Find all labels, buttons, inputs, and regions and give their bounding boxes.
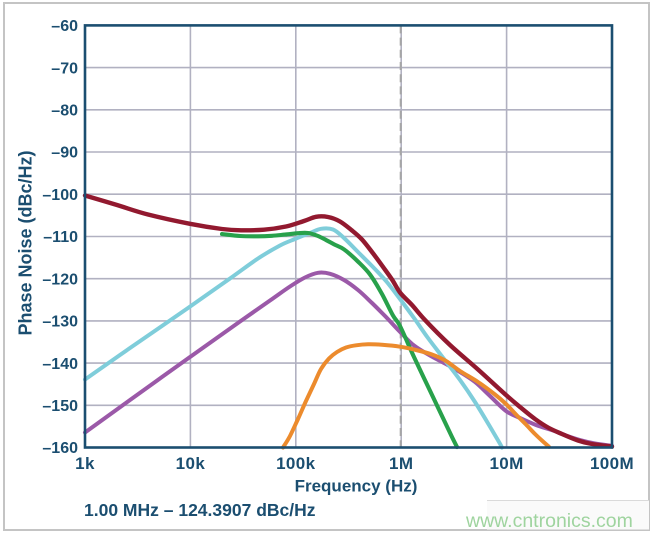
svg-text:1M: 1M	[389, 454, 413, 473]
svg-text:–110: –110	[43, 229, 78, 246]
svg-text:–140: –140	[42, 356, 78, 373]
svg-text:100k: 100k	[276, 454, 316, 473]
svg-text:10M: 10M	[489, 454, 523, 473]
svg-text:–60: –60	[51, 18, 78, 35]
svg-text:–130: –130	[42, 314, 78, 331]
svg-text:Phase Noise (dBc/Hz): Phase Noise (dBc/Hz)	[16, 150, 36, 335]
svg-text:1k: 1k	[75, 454, 95, 473]
svg-text:–120: –120	[42, 271, 78, 288]
svg-text:Frequency (Hz): Frequency (Hz)	[295, 477, 418, 496]
svg-text:1.00 MHz – 124.3907 dBc/Hz: 1.00 MHz – 124.3907 dBc/Hz	[84, 500, 316, 520]
svg-text:www.cntronics.com: www.cntronics.com	[465, 510, 633, 532]
svg-text:–90: –90	[51, 145, 78, 162]
svg-text:100M: 100M	[590, 454, 634, 473]
svg-text:–160: –160	[42, 440, 78, 457]
svg-text:–80: –80	[51, 103, 78, 120]
svg-text:–100: –100	[42, 187, 78, 204]
svg-text:–70: –70	[51, 60, 78, 77]
svg-text:–150: –150	[42, 398, 78, 415]
svg-text:10k: 10k	[176, 454, 206, 473]
